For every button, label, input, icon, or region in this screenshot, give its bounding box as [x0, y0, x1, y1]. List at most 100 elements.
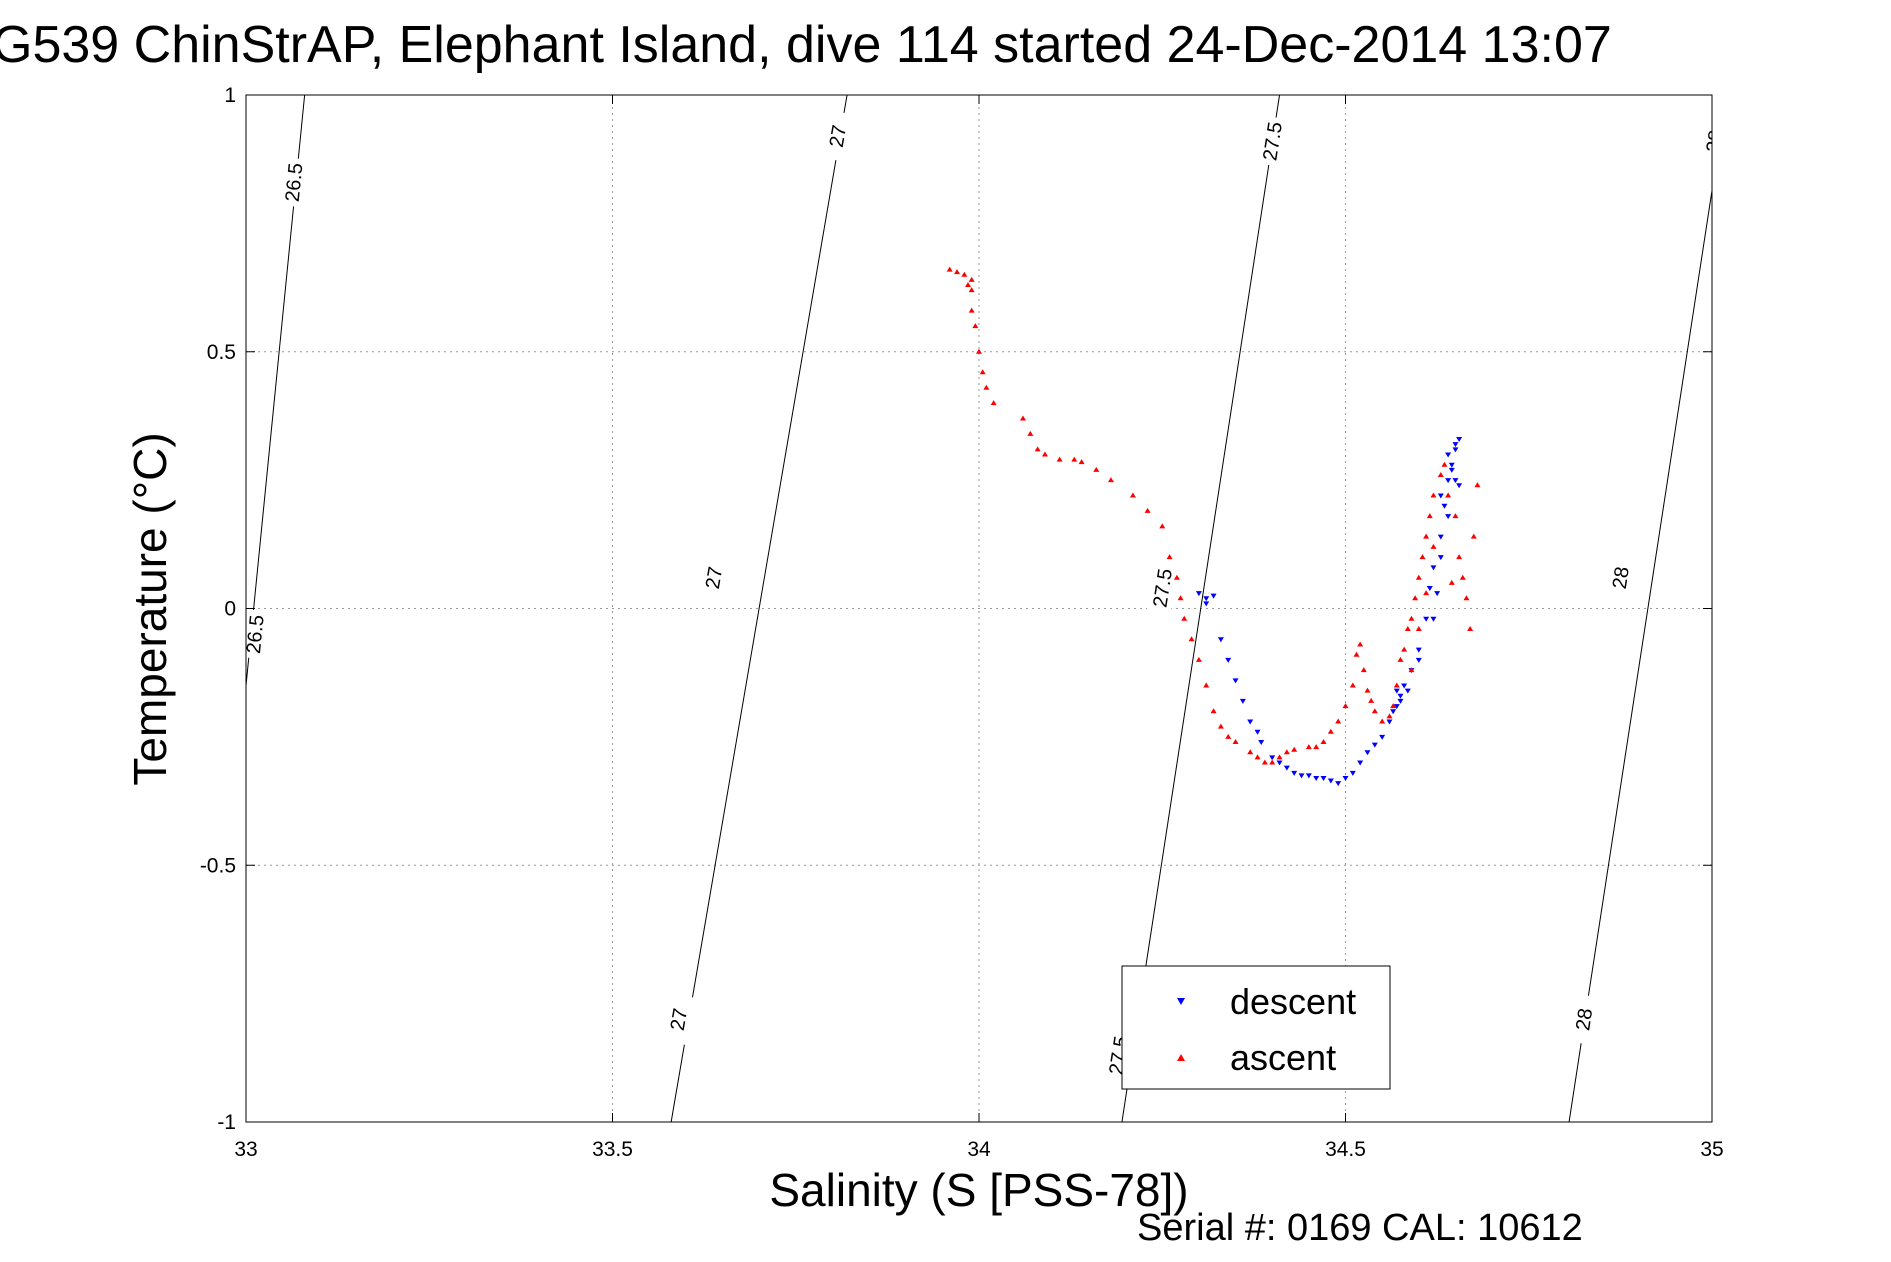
y-tick-label: 0.5 [207, 341, 236, 364]
ascent-point [1467, 626, 1474, 632]
ascent-point [1426, 513, 1433, 519]
ascent-point [1071, 456, 1078, 462]
ascent-point [968, 287, 975, 293]
y-tick-label: -1 [217, 1111, 236, 1134]
descent-point [1423, 616, 1430, 622]
ascent-point [965, 281, 972, 287]
ascent-point [1415, 626, 1422, 632]
ascent-point [1353, 651, 1360, 657]
descent-point [1313, 775, 1320, 781]
isopycnal-label-bg [662, 993, 695, 1045]
isopycnal-label-bg [1698, 115, 1712, 167]
ascent-point [1327, 728, 1334, 734]
ascent-point [954, 269, 961, 275]
ascent-point [990, 400, 997, 406]
ascent-point [1177, 595, 1184, 601]
ascent-point [1129, 492, 1136, 498]
ascent-point [1386, 713, 1393, 719]
descent-point [1415, 657, 1422, 663]
ascent-point [1291, 746, 1298, 752]
descent-point [1452, 447, 1459, 453]
ascent-point [1408, 667, 1415, 673]
ascent-point [1445, 492, 1452, 498]
ascent-point [979, 369, 986, 375]
descent-point [1210, 593, 1217, 599]
ascent-point [968, 276, 975, 282]
ascent-point [1404, 626, 1411, 632]
descent-point [1195, 591, 1202, 597]
y-axis-label: Temperature (°C) [124, 432, 176, 785]
ascent-point [1269, 759, 1276, 765]
ascent-point [1254, 754, 1261, 760]
x-tick-label: 35 [1700, 1138, 1723, 1161]
descent-point [1441, 503, 1448, 509]
legend-box [1121, 965, 1391, 1090]
descent-point [1445, 478, 1452, 484]
descent-point [1448, 467, 1455, 473]
ascent-point [1195, 656, 1202, 662]
descent-point [1239, 698, 1246, 704]
ascent-point [1335, 718, 1342, 724]
ascent-point [1437, 471, 1444, 477]
ascent-point [1397, 656, 1404, 662]
isopycnal-label-bg [246, 609, 270, 660]
descent-point [1217, 637, 1224, 643]
legend-descent-label: descent [1230, 981, 1356, 1022]
descent-point [1430, 616, 1437, 622]
ascent-point [1041, 451, 1048, 457]
descent-point [1349, 770, 1356, 776]
ascent-point [1368, 697, 1375, 703]
ascent-point [1261, 759, 1268, 765]
ascent-point [1166, 554, 1173, 560]
ascent-point [1232, 739, 1239, 745]
ascent-point [1412, 595, 1419, 601]
ascent-point [1408, 615, 1415, 621]
isopycnal-label-bg [1604, 552, 1636, 604]
descent-point [1305, 773, 1312, 779]
ascent-point [1452, 513, 1459, 519]
descent-point [1247, 719, 1254, 725]
ascent-point [1393, 682, 1400, 688]
isopycnal-label: 28 [1609, 565, 1634, 590]
descent-point [1430, 565, 1437, 571]
descent-point [1258, 740, 1265, 746]
ascent-point [1423, 590, 1430, 596]
descent-point [1291, 770, 1298, 776]
descent-point [1448, 462, 1455, 468]
descent-point [1452, 442, 1459, 448]
x-axis-label: Salinity (S [PSS-78]) [769, 1164, 1188, 1216]
ascent-point [968, 307, 975, 313]
x-tick-label: 33 [234, 1138, 257, 1161]
isopycnal-label-bg [1146, 562, 1178, 614]
isopycnal-line-28 [1568, 187, 1712, 1122]
descent-point [1452, 478, 1459, 484]
descent-point [1445, 452, 1452, 458]
ascent-point [1078, 459, 1085, 465]
ascent-point [1107, 477, 1114, 483]
y-tick-label: 1 [224, 84, 236, 107]
isopycnal-label-bg [1568, 993, 1600, 1045]
ascent-point [1320, 739, 1327, 745]
ascent-point [1357, 641, 1364, 647]
x-axis: 33 33.5 34 34.5 35 [234, 95, 1724, 1161]
ascent-point [1430, 543, 1437, 549]
ascent-point [1360, 667, 1367, 673]
ascent-point [1459, 574, 1466, 580]
ascent-point [1173, 574, 1180, 580]
descent-point [1393, 704, 1400, 710]
ascent-point [961, 271, 968, 277]
descent-point [1298, 773, 1305, 779]
descent-point [1456, 483, 1463, 489]
ascent-point [1210, 708, 1217, 714]
descent-point [1445, 514, 1452, 520]
descent-point [1335, 781, 1342, 787]
descent-point [1434, 591, 1441, 597]
descent-point [1379, 734, 1386, 740]
descent-point [1276, 760, 1283, 766]
ascent-point [1463, 595, 1470, 601]
descent-point [1426, 585, 1433, 591]
legend: descent ascent [1121, 965, 1391, 1090]
ascent-point [1276, 754, 1283, 760]
ascent-point [1093, 466, 1100, 472]
